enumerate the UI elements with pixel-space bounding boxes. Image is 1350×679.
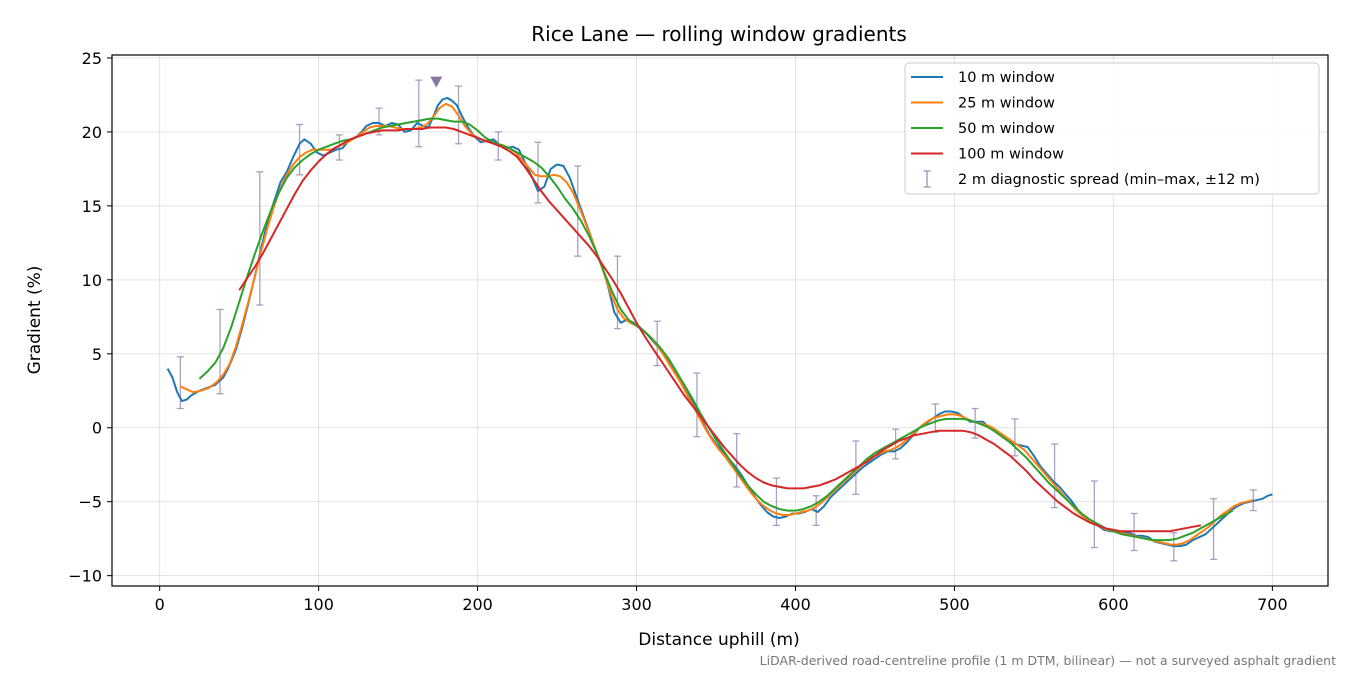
x-tick-label: 200: [462, 595, 493, 614]
y-axis-label: Gradient (%): [25, 266, 45, 375]
x-tick-label: 100: [303, 595, 334, 614]
y-tick-label: 10: [82, 271, 102, 290]
peak-marker-group: [430, 76, 443, 88]
x-tick-label: 500: [939, 595, 970, 614]
error-bar: [892, 428, 900, 460]
x-tick-label: 400: [780, 595, 811, 614]
plot-frame: [111, 54, 1329, 587]
legend-label: 100 m window: [958, 147, 1064, 163]
x-tick-label: 600: [1098, 595, 1129, 614]
legend-label: 50 m window: [958, 121, 1055, 137]
error-bar: [415, 79, 423, 148]
error-bar: [1011, 418, 1019, 457]
x-axis-label: Distance uphill (m): [638, 630, 799, 650]
chart-title: Rice Lane — rolling window gradients: [531, 22, 907, 46]
y-tick-label: 25: [82, 49, 102, 68]
y-tick-label: 0: [92, 419, 102, 438]
y-tick-label: 15: [82, 197, 102, 216]
error-bar: [335, 134, 343, 161]
error-bar: [1051, 443, 1059, 509]
legend-box: [904, 62, 1320, 195]
series-lines: [166, 96, 1273, 548]
error-bar: [1090, 480, 1098, 549]
series-line-2: [179, 102, 1254, 546]
legend: 10 m window 25 m window 50 m window 100 m w…: [904, 62, 1320, 195]
error-bar: [1210, 498, 1218, 561]
y-tick-label: −5: [78, 493, 102, 512]
y-axis-ticks: −10 −5 0 5 10 15 20 25: [68, 49, 112, 586]
error-bar: [693, 372, 701, 438]
error-bar: [296, 123, 304, 176]
x-tick-label: 0: [155, 595, 165, 614]
y-tick-label: 20: [82, 123, 102, 142]
legend-label: 10 m window: [958, 70, 1055, 86]
peak-marker: [430, 76, 443, 88]
footnote: LiDAR-derived road-centreline profile (1…: [760, 653, 1336, 668]
y-tick-label: 5: [92, 345, 102, 364]
x-tick-label: 300: [621, 595, 652, 614]
series-line-4: [238, 126, 1201, 533]
y-tick-label: −10: [68, 567, 102, 586]
error-bar: [574, 165, 582, 257]
legend-label: 2 m diagnostic spread (min–max, ±12 m): [958, 172, 1260, 188]
x-axis-ticks: 0 100 200 300 400 500 600 700: [155, 586, 1288, 614]
legend-label: 25 m window: [958, 96, 1055, 112]
x-tick-label: 700: [1257, 595, 1288, 614]
error-bar: [534, 141, 542, 204]
legend-errorbar-swatch: [923, 170, 931, 188]
